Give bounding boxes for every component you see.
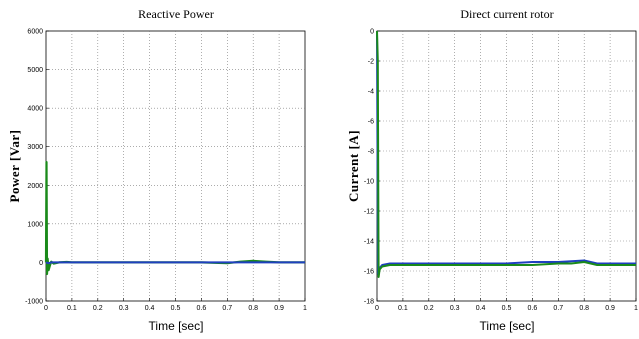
data-series [44,161,305,276]
direct-current-rotor-chart: Direct current rotor 0 0.1 0.2 0.3 0.4 0.5 0.6… [346,7,638,333]
x-axis-label: Time [sec] [480,319,535,333]
x-tick-label: 0.4 [145,305,155,312]
y-tick-label: -14 [364,239,374,246]
x-tick-label: 0.9 [274,305,284,312]
x-tick-label: 0.4 [476,305,486,312]
x-tick-label: 0.3 [450,305,460,312]
x-tick-label: 0.1 [398,305,408,312]
x-tick-label: 0.8 [248,305,258,312]
x-tick-label: 0.6 [528,305,538,312]
y-tick-label: -10 [364,179,374,186]
grid-lines [377,31,636,301]
y-tick-label: 1000 [27,221,43,228]
x-tick-label: 0.5 [171,305,181,312]
x-tick-label: 0.3 [119,305,129,312]
data-series [376,30,636,278]
y-tick-label: 5000 [27,67,43,74]
x-tick-label: 0 [44,305,48,312]
y-tick-label: 0 [39,260,43,267]
x-tick-label: 1 [634,305,638,312]
y-tick-label: 4000 [27,106,43,113]
x-tick-label: 0.1 [67,305,77,312]
reactive-power-chart: Reactive Power 0 0.1 0.2 0.3 0.4 0.5 0.6 0.7 0.8… [7,7,307,333]
y-tick-label: -18 [364,299,374,306]
chart-title: Reactive Power [138,7,214,21]
x-tick-label: 1 [303,305,307,312]
y-tick-label: -16 [364,269,374,276]
y-tick-label: 0 [370,29,374,36]
y-axis-label: Power [Var] [7,129,22,202]
x-tick-label: 0.5 [502,305,512,312]
y-tick-label: 6000 [27,29,43,36]
x-axis-label: Time [sec] [149,319,204,333]
tick-labels: 0 0.1 0.2 0.3 0.4 0.5 0.6 0.7 0.8 0.9 1 -18 -16 -14 -1… [364,29,638,313]
tick-labels: 0 0.1 0.2 0.3 0.4 0.5 0.6 0.7 0.8 0.9 1-1000010002… [25,29,307,313]
y-tick-label: -1000 [25,299,43,306]
x-tick-label: 0.2 [93,305,103,312]
x-tick-label: 0.7 [553,305,563,312]
y-tick-label: -8 [368,149,374,156]
x-tick-label: 0.7 [222,305,232,312]
series-line [376,30,636,278]
y-tick-label: -12 [364,209,374,216]
series-line [45,261,305,265]
y-tick-label: 2000 [27,183,43,190]
y-tick-label: -2 [368,59,374,66]
x-tick-label: 0.2 [424,305,434,312]
y-tick-label: -4 [368,89,374,96]
x-tick-label: 0.9 [605,305,615,312]
x-tick-label: 0.8 [579,305,589,312]
y-tick-label: -6 [368,119,374,126]
x-tick-label: 0.6 [197,305,207,312]
chart-title: Direct current rotor [460,7,553,21]
y-tick-label: 3000 [27,144,43,151]
x-tick-label: 0 [375,305,379,312]
y-axis-label: Current [A] [346,130,361,202]
